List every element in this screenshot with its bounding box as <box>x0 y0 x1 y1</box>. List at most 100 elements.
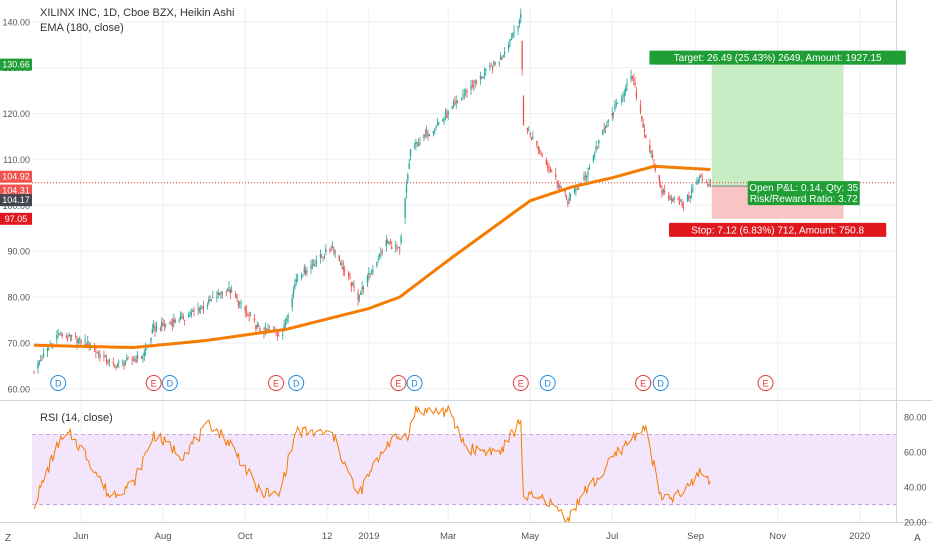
candle <box>614 99 616 112</box>
candle <box>471 79 474 89</box>
candle <box>181 311 183 319</box>
dividend-marker[interactable]: D <box>406 375 423 391</box>
candle <box>126 354 128 362</box>
candle <box>526 127 529 135</box>
candle <box>292 285 295 300</box>
candle <box>173 313 175 328</box>
date-tick-label: May <box>521 531 539 542</box>
pnl-text: Open P&L: 0.14, Qty: 35 <box>749 183 858 194</box>
candle <box>187 312 190 318</box>
candle <box>466 87 468 98</box>
earnings-marker[interactable]: E <box>145 375 162 391</box>
candle <box>545 157 548 166</box>
candle <box>304 265 307 277</box>
candle <box>399 245 401 255</box>
candle <box>454 96 456 107</box>
candle <box>239 301 241 308</box>
candle <box>378 253 381 261</box>
candle <box>697 177 699 185</box>
earnings-marker[interactable]: E <box>512 375 529 391</box>
dividend-marker[interactable]: D <box>539 375 556 391</box>
candle <box>404 197 406 224</box>
candle <box>463 88 465 100</box>
earnings-marker[interactable]: E <box>268 375 285 391</box>
candle <box>607 119 609 127</box>
rsi-tick-label: 80.00 <box>904 413 927 423</box>
price-scale-label: 104.92 <box>0 170 32 183</box>
candle <box>245 305 248 318</box>
candle <box>664 184 666 195</box>
candle <box>698 174 701 183</box>
candle <box>592 154 595 164</box>
candle <box>127 356 129 360</box>
candle <box>483 67 486 80</box>
target-zone[interactable] <box>711 64 844 187</box>
ema-path <box>33 164 711 349</box>
candle <box>352 281 354 287</box>
candle <box>423 134 425 141</box>
candle <box>294 278 296 290</box>
candle <box>680 198 682 203</box>
timezone-button[interactable]: Z <box>5 533 12 544</box>
candle <box>295 273 297 286</box>
candle <box>686 194 689 203</box>
candle <box>522 95 525 126</box>
candle <box>115 365 117 371</box>
dividend-marker[interactable]: D <box>288 375 305 391</box>
candle <box>517 25 519 35</box>
target-label: Target: 26.49 (25.43%) 2649, Amount: 192… <box>649 50 906 65</box>
earnings-marker[interactable]: E <box>635 375 652 391</box>
candle <box>41 355 43 361</box>
chart-title: XILINX INC, 1D, Cboe BZX, Heikin Ashi <box>40 7 235 19</box>
candle <box>635 87 638 101</box>
candle <box>529 132 531 138</box>
candle <box>319 249 322 264</box>
candle <box>165 323 167 329</box>
candle <box>622 91 624 103</box>
earnings-marker[interactable]: E <box>757 375 774 391</box>
candle <box>475 79 478 86</box>
date-tick-label: Jul <box>606 531 618 542</box>
candle <box>491 65 494 74</box>
candle <box>602 129 604 136</box>
candle <box>560 185 562 189</box>
dividend-marker[interactable]: D <box>161 375 178 391</box>
date-tick-label: 2019 <box>358 531 379 542</box>
candle <box>386 238 389 244</box>
candle <box>682 201 685 212</box>
candle <box>634 76 636 88</box>
candle <box>253 313 256 324</box>
earnings-marker[interactable]: E <box>390 375 407 391</box>
candle <box>69 334 71 342</box>
candle <box>116 363 119 368</box>
price-scale-label: 104.17 <box>0 194 32 207</box>
ema-legend: EMA (180, close) <box>40 22 124 34</box>
candle <box>189 310 191 318</box>
candle <box>350 281 353 292</box>
auto-scale-button[interactable]: A <box>914 533 921 544</box>
candle <box>124 360 127 366</box>
candle <box>428 133 431 137</box>
candle <box>438 121 440 126</box>
candle <box>556 180 558 189</box>
date-tick-label: 2020 <box>849 531 870 542</box>
candle <box>482 76 484 79</box>
candle <box>485 68 487 77</box>
candle <box>612 111 615 119</box>
candle <box>87 335 89 347</box>
candle <box>633 73 635 85</box>
dividend-marker[interactable]: D <box>50 375 67 391</box>
candle <box>193 306 195 317</box>
dividend-marker[interactable]: D <box>652 375 669 391</box>
candle <box>611 106 613 122</box>
event-marker-letter: E <box>273 379 279 389</box>
event-marker-letter: D <box>167 379 174 389</box>
candle <box>419 137 421 147</box>
candle <box>338 254 340 262</box>
candle <box>427 129 429 141</box>
candle <box>512 32 514 39</box>
candle <box>397 246 400 249</box>
candle <box>696 177 698 185</box>
date-tick-label: Oct <box>238 531 253 542</box>
